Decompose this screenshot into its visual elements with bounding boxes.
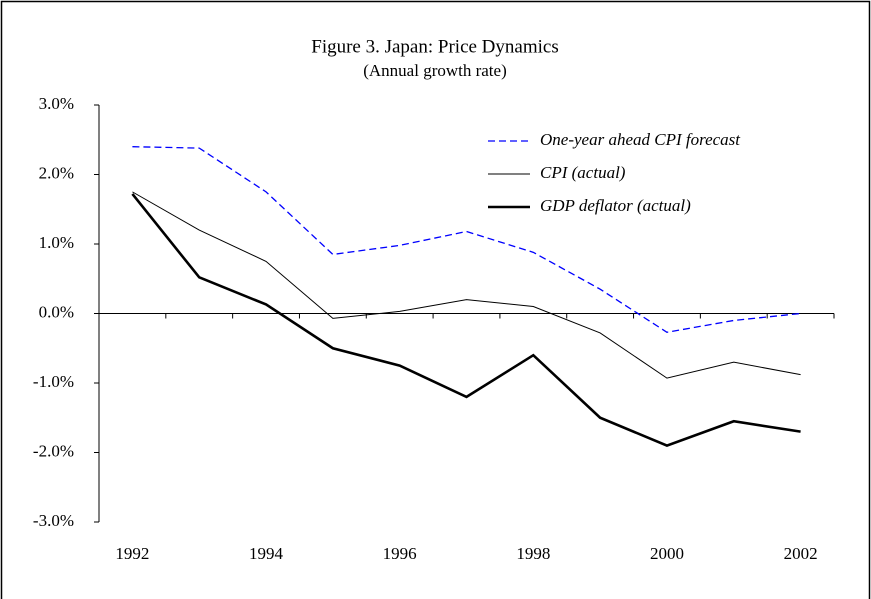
chart-title: Figure 3. Japan: Price Dynamics (311, 36, 558, 57)
series-line (131, 193, 801, 447)
y-tick-label: 0.0% (39, 302, 74, 321)
y-tick-label: 3.0% (39, 94, 74, 113)
x-tick-label: 2002 (784, 544, 818, 563)
y-tick-label: -1.0% (33, 372, 74, 391)
x-tick-label: 1994 (249, 544, 284, 563)
series-line (132, 191, 801, 379)
x-tick-label: 1992 (115, 544, 149, 563)
legend-label: GDP deflator (actual) (540, 196, 691, 215)
legend-label: CPI (actual) (540, 163, 626, 182)
y-tick-label: 2.0% (39, 163, 74, 182)
y-tick-label: 1.0% (39, 233, 74, 252)
chart-subtitle: (Annual growth rate) (363, 61, 507, 80)
y-tick-label: -2.0% (33, 441, 74, 460)
series-line (132, 146, 801, 333)
x-tick-label: 1996 (383, 544, 417, 563)
x-tick-label: 1998 (516, 544, 550, 563)
y-tick-label: -3.0% (33, 511, 74, 530)
x-tick-label: 2000 (650, 544, 684, 563)
legend-label: One-year ahead CPI forecast (540, 130, 741, 149)
